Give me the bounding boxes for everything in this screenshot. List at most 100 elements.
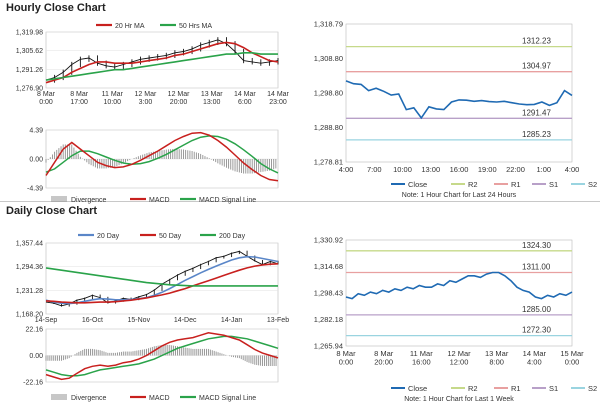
level-label-s2: 1272.30 [522,326,551,335]
level-label-r1: 1304.97 [522,62,551,71]
legend-label: S1 [549,180,558,189]
y-tick-label: 1,330.92 [314,236,343,245]
y-tick-label: 0.00 [29,157,43,164]
y-tick-label: 1,294.36 [16,264,43,271]
daily-macd-chart: 22.16 0.00 -22.16 Divergence MACD MACD Signal… [23,327,279,402]
y-tick-label: 1,288.80 [314,123,343,132]
x-tick-label: 14 Mar 6:00 [234,91,256,106]
x-tick-label: 8 Mar 20:00 [374,349,394,367]
x-tick-label: 8 Mar 0:00 [37,91,56,106]
y-tick-label: -4.39 [27,186,43,193]
x-tick-label: 8 Mar 17:00 [70,91,89,106]
x-tick-label: 19:00 [478,165,497,174]
legend-label: S2 [588,180,597,189]
hourly-price-chart: 1,319.98 1,305.62 1,291.26 1,276.908 Mar 0:0… [16,23,290,106]
x-tick-label: 16:00 [450,165,469,174]
price-series-line [45,250,279,307]
y-tick-label: 1,291.26 [16,67,43,74]
level-label-r2: 1312.23 [522,37,551,46]
hourly-close-chart: 1,318.79 1,308.80 1,298.80 1,288.80 1,278.81… [314,20,597,200]
level-label-s2: 1285.23 [522,130,551,139]
legend-label: 20 Hr MA [115,23,145,30]
y-tick-label: 1,357.44 [16,241,43,248]
x-tick-label: 22:00 [506,165,525,174]
y-tick-label: 1,282.18 [314,315,343,324]
y-tick-label: 1,319.98 [16,30,43,37]
level-label-s1: 1291.47 [522,108,551,117]
x-tick-label: 1:00 [536,165,551,174]
x-tick-label: 14-Jan [221,317,243,324]
x-tick-label: 13:00 [421,165,440,174]
x-tick-label: 15 Mar 0:00 [560,349,584,367]
legend-label: Close [408,180,427,189]
macd-signal-line [45,335,279,377]
daily-section-title: Daily Close Chart [6,205,98,217]
y-tick-label: 22.16 [25,327,43,334]
section-divider [0,201,600,202]
y-tick-label: 1,278.81 [314,158,343,167]
x-tick-label: 11 Mar 10:00 [102,91,124,106]
legend-label: MACD [149,395,170,402]
y-tick-label: -22.16 [23,380,43,387]
legend-label: 50 Day [159,233,182,240]
x-tick-label: 14 Mar 23:00 [267,91,289,106]
y-tick-label: 1,314.68 [314,262,343,271]
y-tick-label: 0.00 [29,353,43,360]
x-tick-label: 12 Mar 3:00 [135,91,157,106]
x-tick-label: 4:00 [565,165,580,174]
y-tick-label: 4.39 [29,128,43,135]
ma-series-line [45,255,279,305]
hourly-section-title: Hourly Close Chart [6,2,106,14]
x-tick-label: 7:00 [367,165,382,174]
x-tick-label: 13 Mar 8:00 [485,349,509,367]
legend-label: R2 [468,180,478,189]
chart-note: Note: 1 Hour Chart for Last 24 Hours [402,192,517,199]
x-tick-label: 12 Mar 12:00 [447,349,471,367]
x-tick-label: 12 Mar 20:00 [168,91,190,106]
ma-series-line [45,263,279,304]
y-tick-label: 1,298.80 [314,89,343,98]
x-tick-label: 14-Dec [174,317,197,324]
macd-line [45,332,279,381]
x-tick-label: 13-Feb [267,317,289,324]
legend-label: 20 Day [97,233,120,240]
y-tick-label: 1,298.43 [314,289,343,298]
legend-label: R1 [511,384,521,393]
x-tick-label: 14 Mar 4:00 [523,349,547,367]
legend-label: 200 Day [219,233,246,240]
y-tick-label: 1,305.62 [16,48,43,55]
x-tick-label: 16-Oct [82,317,103,324]
daily-close-chart: 1,330.92 1,314.68 1,298.43 1,282.18 1,265.94… [314,236,597,404]
x-tick-label: 8 Mar 0:00 [336,349,356,367]
legend-label: R1 [511,180,521,189]
hourly-macd-chart: 4.39 0.00 -4.39 Divergence MACD MACD Signal L… [27,128,279,204]
level-label-r1: 1311.00 [522,262,551,271]
legend-label: MACD [149,197,170,204]
x-tick-label: 15-Nov [128,317,151,324]
ma-series-line [45,52,278,81]
ma-series-line [45,41,279,84]
x-tick-label: 11 Mar 16:00 [410,349,433,367]
price-series-line [45,39,279,81]
legend-label: R2 [468,384,478,393]
x-tick-label: 13 Mar 13:00 [201,91,223,106]
level-label-r2: 1324.30 [522,241,551,250]
x-tick-label: 4:00 [339,165,354,174]
legend-label: Divergence [71,197,107,204]
legend-label: S2 [588,384,597,393]
chart-note: Note: 1 Hour Chart for Last 1 Week [404,396,514,403]
legend-label: Divergence [71,395,107,402]
y-tick-label: 1,308.80 [314,54,343,63]
macd-signal-line [45,135,279,174]
y-tick-label: 1,276.90 [16,86,43,93]
legend-label: MACD Signal Line [199,395,256,402]
legend-label: 50 Hrs MA [179,23,212,30]
level-label-s1: 1285.00 [522,305,551,314]
legend-label: MACD Signal Line [199,197,256,204]
y-tick-label: 1,231.28 [16,288,43,295]
y-tick-label: 1,168.20 [16,312,43,319]
legend-label: S1 [549,384,558,393]
y-tick-label: 1,265.94 [314,342,343,351]
x-tick-label: 14-Sep [35,317,58,324]
